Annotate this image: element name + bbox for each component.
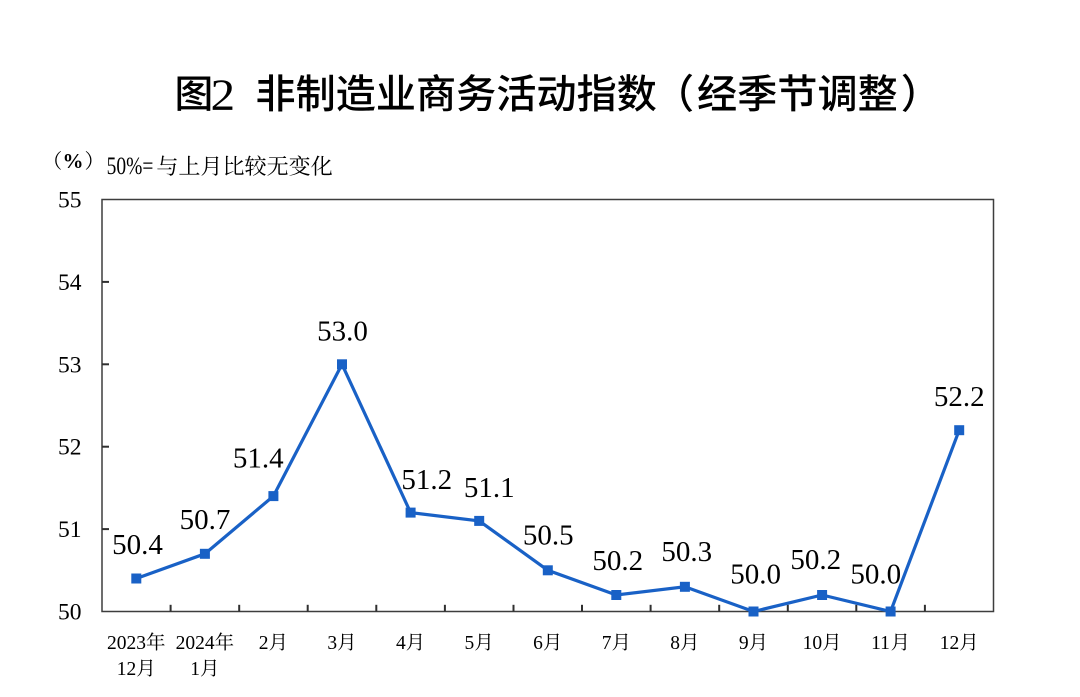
svg-text:51.1: 51.1 xyxy=(464,472,515,504)
svg-text:%: % xyxy=(63,149,84,173)
svg-text:50.5: 50.5 xyxy=(523,519,574,551)
svg-text:5: 5 xyxy=(465,633,475,654)
svg-text:50%=: 50%= xyxy=(107,152,154,180)
svg-text:50.0: 50.0 xyxy=(730,559,781,591)
svg-text:1: 1 xyxy=(190,659,200,680)
svg-text:2: 2 xyxy=(211,71,236,120)
svg-text:2023: 2023 xyxy=(107,633,146,654)
svg-text:12: 12 xyxy=(940,633,960,654)
svg-text:7: 7 xyxy=(602,633,612,654)
svg-text:53.0: 53.0 xyxy=(317,315,368,347)
svg-text:50.2: 50.2 xyxy=(790,544,841,576)
svg-text:50.7: 50.7 xyxy=(180,504,231,536)
svg-text:2: 2 xyxy=(259,633,269,654)
svg-text:51: 51 xyxy=(58,517,82,543)
svg-text:2024: 2024 xyxy=(176,633,215,654)
svg-text:8: 8 xyxy=(670,633,680,654)
svg-text:11: 11 xyxy=(871,633,890,654)
svg-text:51.2: 51.2 xyxy=(401,464,452,496)
svg-text:4: 4 xyxy=(396,633,406,654)
svg-text:53: 53 xyxy=(58,352,82,378)
svg-text:55: 55 xyxy=(58,188,82,214)
svg-text:54: 54 xyxy=(58,270,82,296)
svg-text:52.2: 52.2 xyxy=(934,381,985,413)
svg-text:51.4: 51.4 xyxy=(233,443,284,475)
svg-text:9: 9 xyxy=(739,633,749,654)
svg-text:50.2: 50.2 xyxy=(592,545,643,577)
svg-text:3: 3 xyxy=(327,633,337,654)
svg-text:12: 12 xyxy=(117,659,137,680)
svg-text:50.4: 50.4 xyxy=(112,529,163,561)
svg-text:6: 6 xyxy=(533,633,543,654)
svg-text:50: 50 xyxy=(58,600,82,626)
svg-text:50.0: 50.0 xyxy=(850,559,901,591)
svg-text:52: 52 xyxy=(58,435,82,461)
svg-text:10: 10 xyxy=(803,633,823,654)
svg-text:50.3: 50.3 xyxy=(661,536,712,568)
